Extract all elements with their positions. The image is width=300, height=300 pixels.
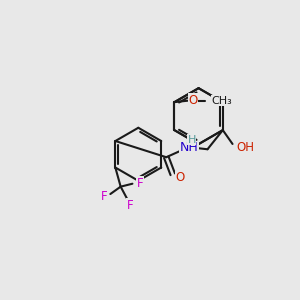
Text: OH: OH (236, 141, 254, 154)
Text: F: F (137, 177, 143, 190)
Text: O: O (175, 171, 184, 184)
Text: F: F (127, 199, 134, 212)
Text: CH₃: CH₃ (211, 96, 232, 106)
Text: NH: NH (180, 141, 199, 154)
Text: H: H (188, 134, 196, 145)
Text: F: F (101, 190, 108, 203)
Text: O: O (188, 94, 197, 106)
